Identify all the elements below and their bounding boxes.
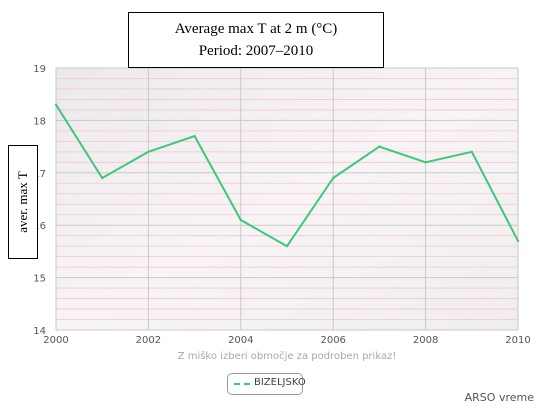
chart-title: Average max T at 2 m (°C) <box>174 21 338 37</box>
data-point <box>147 150 150 154</box>
y-axis-label-box: aver. max T <box>8 145 38 259</box>
credit-link[interactable]: ARSO vreme <box>464 391 534 404</box>
y-tick-label: 16 <box>33 221 46 232</box>
legend-label[interactable]: BIZELJSKO <box>254 377 306 388</box>
y-axis-ticks: 14 15 16 17 18 19 <box>33 64 46 337</box>
y-tick-label: 15 <box>33 274 46 285</box>
data-point <box>378 145 381 148</box>
y-axis-label: aver. max T <box>15 171 30 233</box>
major-gridlines <box>55 67 519 331</box>
chart-subtitle: Period: 2007–2010 <box>198 43 314 59</box>
data-point <box>193 134 196 138</box>
y-tick-label: 19 <box>33 64 46 75</box>
data-point <box>285 244 289 248</box>
x-tick-label: 2010 <box>505 335 530 346</box>
y-tick-label: 17 <box>33 169 46 180</box>
data-point <box>101 176 104 180</box>
x-tick-label: 2008 <box>413 335 438 346</box>
data-point <box>516 239 520 243</box>
x-tick-label: 2000 <box>43 335 68 346</box>
plot-area[interactable] <box>56 68 518 330</box>
series-layer <box>54 103 520 248</box>
data-point <box>470 150 473 154</box>
y-tick-label: 14 <box>33 326 46 337</box>
zoom-hint: Z miško izberi območje za podroben prika… <box>177 351 397 362</box>
x-axis-ticks: 2000 2002 2004 2006 2008 2010 <box>43 335 530 346</box>
y-tick-label: 18 <box>33 116 46 127</box>
data-point <box>54 103 58 106</box>
data-point <box>332 176 335 180</box>
x-tick-label: 2004 <box>228 335 253 346</box>
x-tick-label: 2006 <box>320 335 345 346</box>
chart-title-box: Average max T at 2 m (°C) Period: 2007–2… <box>128 12 384 68</box>
legend-swatch <box>234 383 250 385</box>
legend[interactable]: BIZELJSKO <box>227 373 306 395</box>
x-tick-label: 2002 <box>136 335 161 346</box>
minor-gridlines <box>56 78 518 320</box>
data-point <box>424 161 427 164</box>
data-point <box>239 218 242 222</box>
